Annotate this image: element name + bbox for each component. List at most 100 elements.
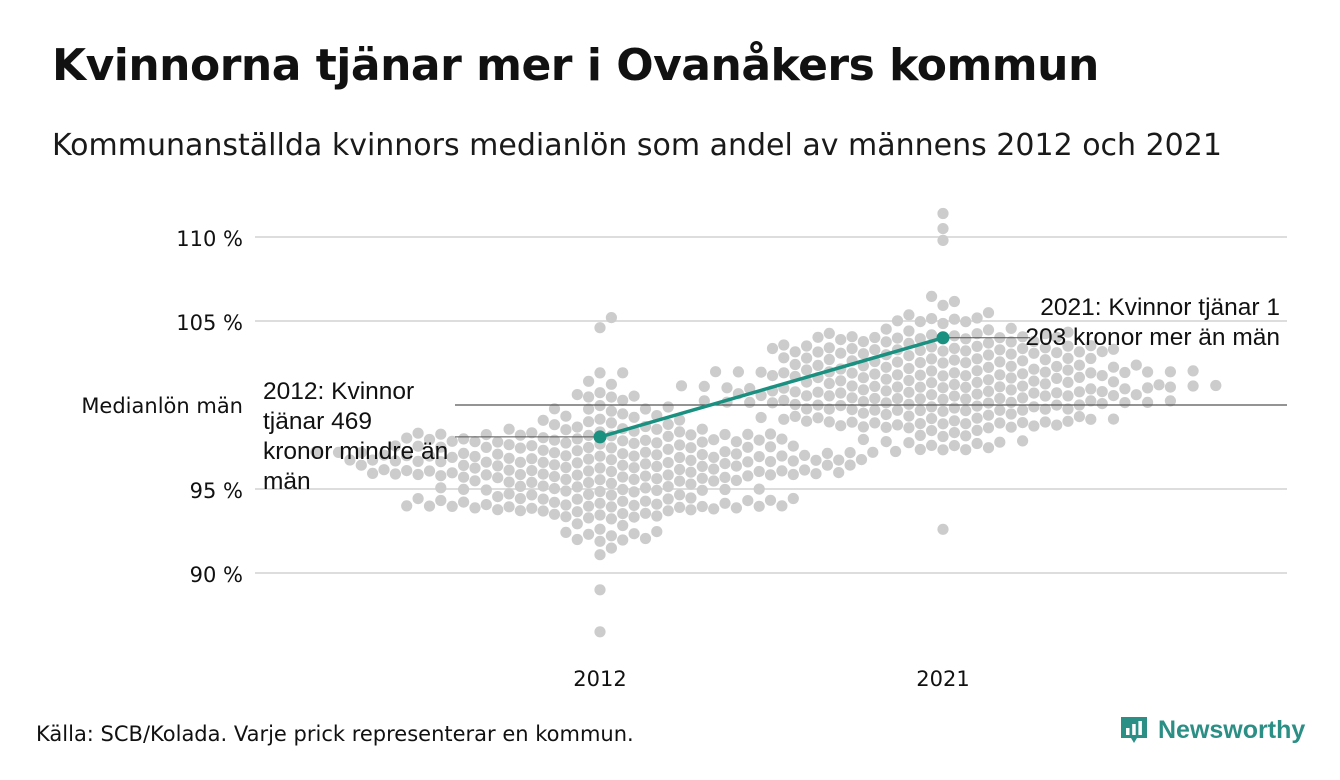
municipality-dot [1039, 390, 1051, 402]
municipality-dot [628, 437, 640, 449]
municipality-dot [1017, 404, 1029, 416]
municipality-dot [560, 461, 572, 474]
municipality-dot [812, 359, 824, 371]
municipality-dot [605, 417, 618, 429]
municipality-dot [628, 450, 640, 462]
newsworthy-logo[interactable]: Newsworthy [1118, 714, 1305, 746]
municipality-dot [583, 528, 595, 540]
municipality-dot [435, 441, 447, 453]
municipality-dot [1119, 366, 1131, 379]
municipality-dot [971, 365, 983, 377]
municipality-dot [605, 489, 618, 501]
municipality-dot [1164, 366, 1176, 378]
municipality-dot [674, 426, 686, 438]
municipality-dot [1017, 392, 1029, 404]
municipality-dot [412, 493, 424, 505]
municipality-dot [855, 454, 868, 466]
municipality-dot [560, 410, 572, 422]
municipality-dot [937, 430, 949, 443]
municipality-dot [844, 447, 856, 459]
municipality-dot [833, 467, 845, 479]
municipality-dot [1096, 346, 1108, 358]
municipality-dot [753, 500, 765, 512]
municipality-dot [458, 483, 470, 495]
municipality-dot [605, 513, 618, 525]
municipality-dot [1119, 383, 1131, 395]
municipality-dot [766, 342, 779, 355]
municipality-dot [571, 421, 583, 433]
municipality-dot [1062, 376, 1074, 388]
municipality-dot [423, 500, 436, 512]
municipality-dot [903, 325, 915, 337]
municipality-dot [799, 449, 811, 461]
municipality-dot [1017, 331, 1029, 343]
municipality-dot [937, 418, 949, 430]
reference-line-label: Medianlön män [81, 394, 243, 418]
municipality-dot [1039, 366, 1051, 378]
municipality-dot [753, 483, 765, 495]
municipality-dot [1073, 346, 1085, 358]
municipality-dot [1107, 390, 1120, 402]
highlight-connector-line [599, 336, 944, 439]
municipality-dot [1085, 395, 1097, 407]
municipality-dot [514, 442, 527, 454]
municipality-dot [787, 455, 799, 467]
municipality-dot [605, 477, 618, 489]
municipality-dot [662, 418, 674, 430]
municipality-dot [1017, 368, 1029, 380]
municipality-dot [639, 434, 652, 446]
municipality-dot [730, 436, 743, 448]
municipality-dot [617, 459, 629, 471]
municipality-dot [662, 469, 674, 481]
municipality-dot [1142, 366, 1154, 378]
municipality-dot [776, 465, 788, 477]
municipality-dot [514, 469, 527, 481]
municipality-dot [605, 405, 618, 417]
municipality-dot [583, 441, 595, 454]
municipality-dot [435, 428, 447, 440]
municipality-dot [891, 419, 904, 431]
municipality-dot [492, 491, 504, 503]
municipality-dot [651, 484, 663, 496]
municipality-dot [960, 393, 972, 405]
municipality-dot [835, 347, 847, 359]
municipality-dot [937, 234, 949, 246]
municipality-dot [1153, 379, 1165, 391]
municipality-dot [708, 434, 720, 446]
municipality-dot [1051, 419, 1063, 431]
municipality-dot [867, 446, 879, 458]
municipality-dot [571, 506, 583, 518]
municipality-dot [514, 456, 527, 468]
municipality-dot [469, 502, 481, 514]
municipality-dot [1028, 401, 1040, 413]
municipality-dot [355, 447, 367, 459]
chart-title: Kvinnorna tjänar mer i Ovanåkers kommun [52, 40, 1099, 91]
municipality-dot [903, 410, 915, 422]
municipality-dot [948, 390, 961, 402]
municipality-dot [1062, 364, 1074, 376]
municipality-dot [982, 385, 995, 397]
municipality-dot [708, 503, 720, 515]
municipality-dot [799, 464, 811, 476]
municipality-dot [835, 334, 847, 346]
municipality-dot [926, 439, 938, 451]
source-note: Källa: SCB/Kolada. Varje prick represent… [36, 722, 634, 746]
municipality-dot [846, 331, 858, 343]
municipality-dot [1096, 398, 1108, 410]
municipality-dot [880, 336, 892, 348]
municipality-dot [926, 413, 938, 425]
municipality-dot [560, 424, 572, 436]
municipality-dot [880, 408, 892, 421]
municipality-dot [594, 626, 606, 638]
municipality-dot [628, 528, 640, 540]
municipality-dot [1130, 389, 1142, 401]
municipality-dot [891, 393, 904, 405]
municipality-dot [742, 441, 754, 453]
municipality-dot [890, 445, 902, 458]
municipality-dot [971, 412, 983, 424]
municipality-dot [937, 370, 949, 382]
municipality-dot [823, 390, 835, 402]
municipality-dot [926, 329, 938, 341]
municipality-dot [571, 518, 583, 530]
municipality-dot [628, 486, 640, 498]
